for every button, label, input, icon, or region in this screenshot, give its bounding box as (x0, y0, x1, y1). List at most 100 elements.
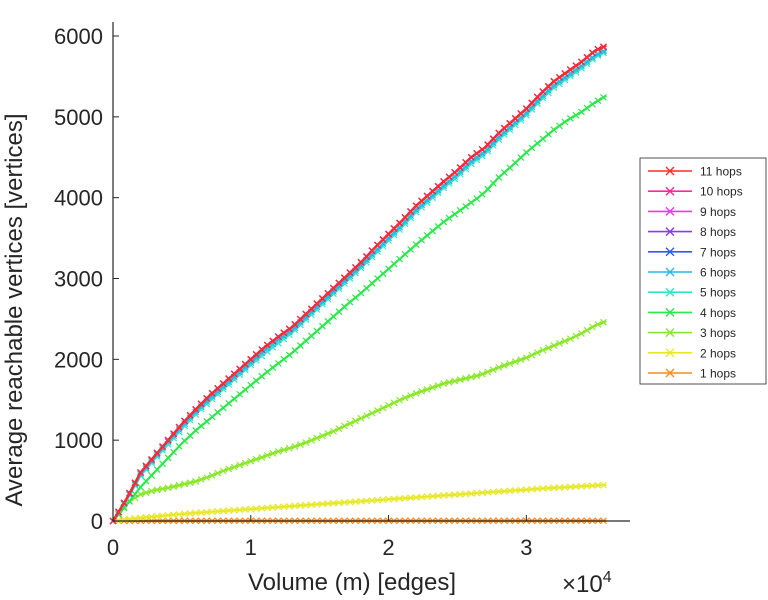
data-point-marker (280, 329, 288, 337)
data-point-marker (192, 509, 200, 517)
data-point-marker (550, 342, 558, 350)
series-line (112, 483, 607, 523)
legend-item: 4 hops (648, 306, 736, 320)
series-line (112, 44, 607, 522)
data-point-marker (137, 514, 144, 522)
data-point-marker (401, 394, 409, 402)
data-point-marker (385, 230, 392, 238)
data-point-marker (291, 347, 299, 354)
data-point-marker (153, 512, 161, 520)
data-point-marker (330, 313, 337, 320)
data-point-marker (423, 493, 431, 501)
data-point-marker (236, 461, 244, 469)
data-point-marker (330, 499, 337, 507)
data-point-marker (296, 342, 304, 350)
data-point-marker (142, 513, 150, 521)
data-point-marker (489, 488, 497, 496)
data-point-marker (159, 485, 167, 493)
data-point-marker (544, 83, 552, 90)
data-point-marker (555, 73, 563, 81)
data-point-marker (572, 332, 580, 340)
data-point-marker (120, 516, 128, 524)
data-point-marker (230, 463, 238, 471)
legend-item: 11 hops (648, 165, 742, 179)
data-point-marker (539, 88, 547, 96)
data-point-marker (263, 341, 271, 349)
data-point-marker (181, 420, 189, 427)
data-point-marker (600, 94, 607, 101)
data-point-marker (533, 139, 541, 147)
data-point-marker (445, 173, 453, 181)
data-point-marker (578, 108, 585, 116)
data-point-marker (241, 506, 249, 513)
data-point-marker (307, 501, 315, 509)
data-point-marker (159, 512, 167, 520)
data-point-marker (467, 153, 475, 161)
data-point-marker (368, 253, 376, 261)
data-point-marker (418, 197, 426, 205)
data-point-marker (225, 465, 233, 473)
data-point-marker (555, 122, 563, 130)
data-point-marker (390, 495, 398, 503)
data-point-marker (539, 135, 547, 143)
data-point-marker (539, 485, 547, 492)
data-point-marker (396, 255, 404, 263)
data-point-marker (379, 404, 387, 412)
data-point-marker (280, 503, 288, 511)
legend-swatch-marker (665, 307, 675, 317)
data-point-marker (280, 446, 288, 454)
data-point-marker (148, 513, 156, 521)
data-point-marker (566, 66, 574, 74)
data-point-marker (175, 442, 183, 450)
data-point-marker (401, 213, 409, 221)
data-point-marker (330, 427, 337, 435)
data-point-marker (252, 351, 260, 358)
data-point-marker (159, 460, 167, 468)
data-point-marker (208, 508, 216, 516)
data-point-marker (594, 97, 602, 105)
series-10-hops (109, 43, 607, 525)
legend-label: 7 hops (700, 245, 736, 259)
data-point-marker (451, 377, 459, 385)
data-point-marker (462, 490, 470, 498)
data-point-marker (346, 269, 354, 277)
data-point-marker (528, 144, 536, 152)
legend-label: 11 hops (700, 165, 742, 179)
data-point-marker (412, 208, 420, 216)
data-point-marker (230, 506, 238, 514)
data-point-marker (313, 500, 321, 508)
data-point-marker (175, 510, 183, 518)
data-point-marker (346, 498, 354, 506)
data-point-marker (412, 202, 420, 210)
x-tick-label: 0 (107, 535, 119, 560)
data-point-marker (363, 259, 370, 266)
data-point-marker (434, 492, 442, 500)
data-point-marker (500, 362, 508, 369)
data-point-marker (440, 380, 448, 388)
data-point-marker (153, 449, 161, 457)
data-point-marker (170, 511, 178, 519)
data-point-marker (517, 486, 525, 494)
data-point-marker (291, 320, 299, 328)
data-point-marker (561, 118, 569, 126)
data-point-marker (175, 481, 183, 489)
data-point-marker (500, 124, 508, 132)
series-line (112, 44, 607, 522)
y-tick-label: 1000 (54, 428, 103, 453)
legend: 11 hops 10 hops 9 hops 8 hops 7 hops 6 hops 5 … (639, 157, 767, 385)
data-point-marker (357, 289, 365, 297)
data-point-marker (164, 484, 172, 492)
data-point-marker (451, 491, 459, 499)
data-point-marker (506, 487, 514, 495)
data-point-marker (407, 392, 415, 399)
data-point-marker (451, 210, 459, 218)
x-tick-label: 2 (382, 535, 394, 560)
data-point-marker (423, 232, 431, 239)
data-point-marker (418, 387, 426, 395)
data-point-marker (269, 504, 277, 511)
data-point-marker (478, 370, 486, 378)
x-axis-multiplier-exponent: 4 (603, 569, 612, 586)
data-point-marker (363, 412, 370, 420)
legend-item: 5 hops (648, 286, 736, 300)
